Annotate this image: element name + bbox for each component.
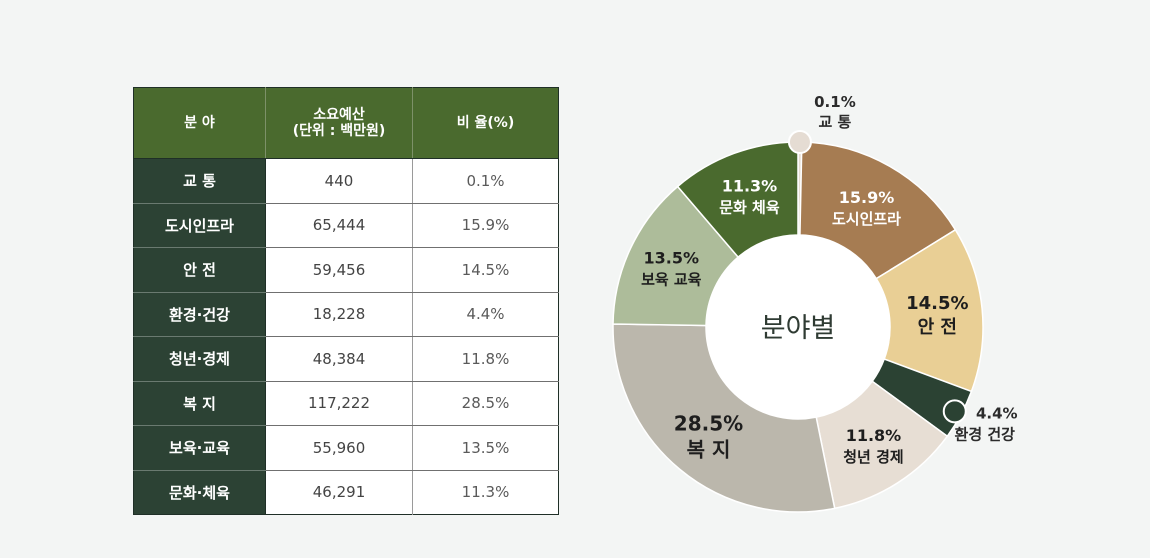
category-cell: 문화·체육 (133, 470, 266, 515)
slice-name-label: 도시인프라 (832, 210, 901, 228)
header-category: 분 야 (133, 87, 266, 159)
slice-name-label: 복 지 (687, 438, 731, 462)
slice-value-label: 4.4% (976, 404, 1018, 422)
donut-center-label: 분야별 (761, 313, 836, 344)
slice-value-label: 13.5% (644, 248, 700, 267)
slice-marker (942, 399, 967, 424)
table-row: 복 지 117,222 28.5% (133, 381, 559, 426)
table-row: 교 통 440 0.1% (133, 158, 559, 204)
category-cell: 교 통 (133, 158, 266, 204)
ratio-cell: 13.5% (412, 425, 559, 471)
slice-name-label: 보육 교육 (641, 270, 702, 288)
budget-cell: 117,222 (265, 381, 413, 426)
slice-name-label: 문화 체육 (719, 199, 780, 217)
budget-cell: 46,291 (265, 470, 413, 515)
budget-cell: 65,444 (265, 203, 413, 248)
table-row: 보육·교육 55,960 13.5% (133, 425, 559, 471)
table-row: 문화·체육 46,291 11.3% (133, 470, 559, 515)
slice-value-label: 28.5% (674, 412, 743, 436)
slice-value-label: 15.9% (839, 188, 895, 207)
slice-marker (787, 130, 812, 155)
ratio-cell: 28.5% (412, 381, 559, 426)
donut-labels: 0.1% 교 통 15.9% 도시인프라 14.5% 안 전 4.4% 환경 건강 11.8% 청… (641, 93, 1017, 466)
slice-value-label: 0.1% (814, 93, 856, 111)
budget-table: 분 야 소요예산 (단위 : 백만원) 비 율(%) 교 통 440 0.1% 도시인… (133, 87, 559, 515)
header-budget: 소요예산 (단위 : 백만원) (265, 87, 413, 159)
slice-name-label: 청년 경제 (843, 448, 903, 466)
header-ratio: 비 율(%) (412, 87, 559, 159)
category-cell: 도시인프라 (133, 203, 266, 248)
table-header-row: 분 야 소요예산 (단위 : 백만원) 비 율(%) (133, 87, 559, 159)
slice-value-label: 11.8% (846, 426, 902, 445)
slice-value-label: 14.5% (906, 293, 968, 314)
ratio-cell: 11.8% (412, 336, 559, 382)
ratio-cell: 4.4% (412, 292, 559, 337)
category-cell: 청년·경제 (133, 336, 266, 382)
donut-slices (612, 141, 984, 513)
ratio-cell: 14.5% (412, 247, 559, 293)
ratio-cell: 11.3% (461, 483, 510, 502)
budget-cell: 55,960 (265, 425, 413, 471)
ratio-cell: 0.1% (412, 158, 559, 204)
slice-name-label: 교 통 (819, 113, 852, 131)
budget-cell: 59,456 (265, 247, 413, 293)
table-row: 도시인프라 65,444 15.9% (133, 203, 559, 248)
category-cell: 환경·건강 (133, 292, 266, 337)
category-cell: 보육·교육 (133, 425, 266, 471)
category-cell: 복 지 (133, 381, 266, 426)
table-row: 환경·건강 18,228 4.4% (133, 292, 559, 337)
donut-hole (706, 235, 890, 419)
table-row: 안 전 59,456 14.5% (133, 247, 559, 293)
budget-cell: 18,228 (265, 292, 413, 337)
slice-name-label: 안 전 (918, 317, 957, 338)
table-row: 청년·경제 48,384 11.8% (133, 336, 559, 382)
slice-value-label: 11.3% (722, 177, 778, 196)
category-cell: 안 전 (133, 247, 266, 293)
budget-cell: 440 (265, 158, 413, 204)
ratio-cell: 15.9% (412, 203, 559, 248)
slice-name-label: 환경 건강 (955, 425, 1016, 443)
budget-cell: 48,384 (265, 336, 413, 382)
